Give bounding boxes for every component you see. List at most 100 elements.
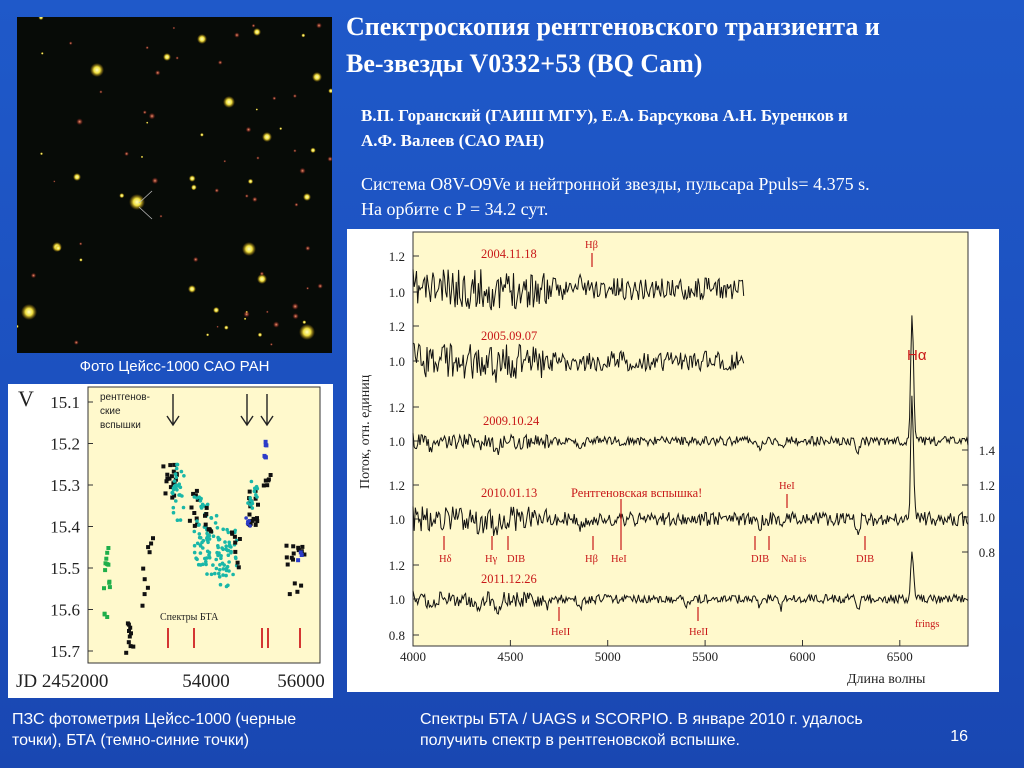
- spectra-x-tick: 5500: [692, 649, 718, 664]
- photometry-point: [221, 573, 225, 577]
- photometry-point: [174, 499, 178, 503]
- photometry-point: [102, 611, 107, 616]
- photometry-point: [291, 551, 296, 556]
- photometry-point: [207, 555, 212, 560]
- photometry-point: [197, 522, 201, 527]
- photometry-point: [201, 546, 205, 550]
- label-heii-1: HeII: [551, 627, 571, 638]
- photometry-point: [248, 503, 253, 507]
- photometry-point: [195, 497, 200, 502]
- photometry-point: [253, 496, 258, 501]
- photometry-point: [161, 464, 166, 469]
- photometry-point: [233, 540, 238, 545]
- photometry-point: [227, 560, 231, 564]
- star: [163, 53, 171, 61]
- star: [316, 22, 322, 29]
- title-line-1: Спектроскопия рентгеновского транзиента …: [346, 12, 880, 41]
- photometry-point: [254, 484, 259, 489]
- label-hgamma: Hγ: [485, 554, 498, 565]
- star: [255, 108, 258, 111]
- light-curve-y-tick: 15.3: [50, 476, 80, 495]
- photometry-point: [205, 572, 209, 576]
- photometry-point: [172, 479, 177, 483]
- photometry-point: [224, 566, 229, 571]
- photometry-point: [213, 521, 218, 525]
- photometry-point: [291, 557, 295, 562]
- star: [273, 321, 280, 328]
- spectra-right-tick: 1.4: [979, 443, 996, 458]
- flare-arrows: [166, 394, 274, 427]
- star: [299, 167, 306, 174]
- photometry-point: [107, 580, 112, 585]
- light-curve-x-tick: 56000: [277, 671, 325, 692]
- star: [155, 70, 161, 76]
- photometry-point: [221, 527, 225, 532]
- photometry-point: [170, 495, 175, 500]
- photometry-point: [226, 548, 231, 553]
- photometry-point: [295, 589, 300, 594]
- photometry-point: [227, 569, 231, 573]
- star: [217, 60, 223, 65]
- star: [302, 320, 307, 325]
- photometry-point: [298, 550, 303, 555]
- photometry-point: [171, 469, 176, 474]
- photometry-point: [147, 550, 152, 555]
- photometry-point: [172, 462, 177, 467]
- photometry-point: [178, 518, 183, 522]
- photometry-point: [182, 474, 186, 478]
- photometry-point: [174, 466, 179, 471]
- photometry-point: [195, 541, 200, 546]
- star: [193, 256, 199, 263]
- photometry-point: [105, 615, 110, 619]
- photometry-point: [168, 463, 173, 468]
- star: [191, 184, 197, 191]
- star: [124, 151, 129, 157]
- star: [243, 317, 247, 321]
- photometry-point: [198, 563, 203, 567]
- photometry-point: [192, 523, 197, 528]
- photometry-point: [252, 489, 257, 494]
- star: [99, 90, 103, 94]
- photometry-point: [174, 483, 178, 487]
- photometry-point: [221, 567, 226, 571]
- star: [159, 214, 163, 218]
- system-line-2: На орбите с P = 34.2 сут.: [361, 199, 549, 219]
- star: [151, 177, 159, 184]
- photometry-point: [203, 513, 207, 518]
- label-halpha: Hα: [907, 347, 927, 364]
- photometry-point: [218, 568, 222, 572]
- star: [272, 96, 277, 101]
- photometry-point: [197, 535, 202, 540]
- star-field-image: [17, 17, 332, 346]
- star: [73, 173, 81, 181]
- photometry-point: [300, 544, 305, 549]
- photometry-point: [245, 521, 250, 526]
- light-curve-y-tick: 15.1: [50, 393, 80, 412]
- star: [265, 310, 269, 314]
- light-curve-points: [102, 439, 307, 655]
- star-field-photo: [17, 17, 332, 353]
- photometry-point: [151, 536, 155, 541]
- authors: В.П. Горанский (ГАИШ МГУ), Е.А. Барсуков…: [361, 103, 1011, 153]
- spectrum-date-2005: 2005.09.07: [481, 329, 537, 343]
- spectra-x-tick: 6000: [790, 649, 816, 664]
- photometry-point: [194, 516, 199, 521]
- star: [257, 332, 263, 338]
- photometry-point: [146, 545, 151, 550]
- photometry-point: [205, 549, 210, 554]
- star: [310, 147, 316, 154]
- photometry-point: [247, 512, 252, 517]
- photometry-point: [107, 585, 112, 590]
- label-dib-3: DIB: [856, 554, 874, 565]
- photometry-point: [194, 488, 199, 493]
- authors-line-2: А.Ф. Валеев (САО РАН): [361, 131, 545, 150]
- photometry-point: [179, 469, 184, 474]
- star: [79, 258, 83, 262]
- photometry-point: [170, 490, 174, 495]
- spectra-left-tick: 1.2: [389, 558, 405, 573]
- photometry-point: [165, 476, 170, 481]
- spectrum-date-2011: 2011.12.26: [481, 572, 537, 586]
- label-dib-2: DIB: [751, 554, 769, 565]
- star: [76, 118, 83, 126]
- photometry-point: [126, 622, 131, 627]
